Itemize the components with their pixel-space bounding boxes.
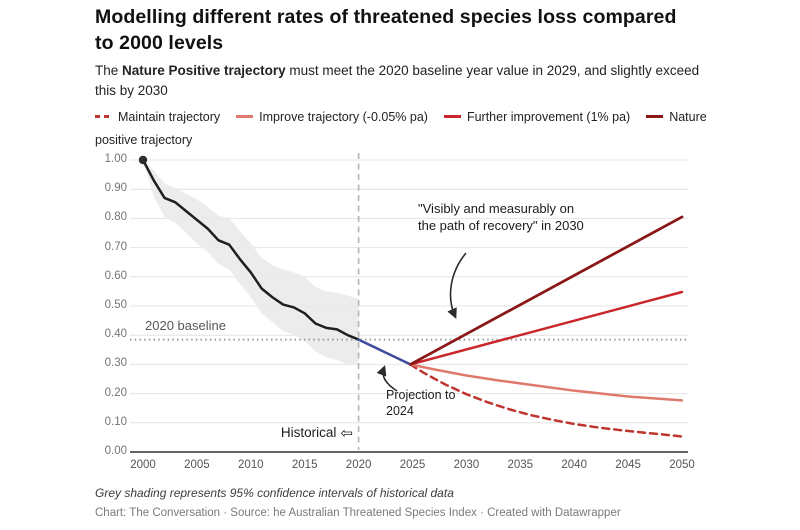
x-tick-label: 2005 xyxy=(184,459,210,471)
series-improve-trajectory-0-05-pa- xyxy=(409,363,684,402)
y-tick-label: 0.30 xyxy=(104,357,127,370)
legend-swatch-icon xyxy=(236,115,254,119)
x-tick-label: 2030 xyxy=(453,459,480,471)
y-tick-label: 0.00 xyxy=(104,445,127,457)
gridlines xyxy=(130,159,688,424)
historical-annotation: Historical ⇦ xyxy=(240,423,353,442)
legend-swatch-icon xyxy=(646,115,664,119)
subtitle-bold: Nature Positive trajectory xyxy=(122,63,286,78)
y-tick-label: 1.00 xyxy=(104,153,127,165)
series-nature-positive-trajectory xyxy=(408,215,684,366)
legend-item-maintain-trajectory: Maintain trajectory xyxy=(95,110,220,124)
confidence-band xyxy=(143,160,359,365)
legend-item-further-improvement-1-pa-: Further improvement (1% pa) xyxy=(443,110,631,124)
x-tick-label: 2045 xyxy=(615,459,641,471)
y-tick-label: 0.80 xyxy=(104,211,127,224)
legend-label: Improve trajectory (-0.05% pa) xyxy=(259,110,428,124)
chart-title: Modelling different rates of threatened … xyxy=(95,6,677,54)
recovery-quote-annotation: "Visibly and measurably on the path of r… xyxy=(418,201,584,233)
y-tick-label: 0.10 xyxy=(104,415,127,428)
legend-label: Further improvement (1% pa) xyxy=(466,110,631,124)
x-tick-label: 2015 xyxy=(291,459,318,471)
legend-label: Nature positive trajectory xyxy=(95,110,707,148)
legend: Maintain trajectory Improve trajectory (-… xyxy=(95,106,723,152)
baseline-annotation: 2020 baseline xyxy=(145,318,226,333)
chart-subtitle: The Nature Positive trajectory must meet… xyxy=(95,61,707,100)
subtitle-prefix: The xyxy=(95,63,123,78)
projection-arrow xyxy=(376,365,398,392)
legend-swatch-icon xyxy=(443,115,461,119)
credits-line: Chart: The Conversation · Source: he Aus… xyxy=(95,507,621,519)
legend-label: Maintain trajectory xyxy=(118,110,221,124)
series-historical xyxy=(141,158,360,341)
x-tick-label: 2035 xyxy=(507,459,534,471)
x-tick-label: 2040 xyxy=(561,459,587,471)
x-tick-label: 2010 xyxy=(238,459,264,471)
series-further-improvement-1-pa- xyxy=(409,290,684,366)
x-tick-label: 2050 xyxy=(669,459,695,471)
y-tick-label: 0.20 xyxy=(104,386,127,399)
series-maintain-trajectory xyxy=(409,363,684,438)
legend-item-nature-positive-trajectory: Nature positive trajectory xyxy=(95,110,707,147)
subtitle-rest: must meet the 2020 baseline year value i… xyxy=(95,63,700,98)
legend-swatch-icon xyxy=(95,115,112,119)
x-tick-label: 2020 xyxy=(345,459,372,471)
series-start-dot xyxy=(138,155,148,165)
y-tick-label: 0.50 xyxy=(104,299,127,311)
y-tick-label: 0.60 xyxy=(104,269,127,282)
confidence-note: Grey shading represents 95% confidence i… xyxy=(95,486,454,500)
series-projection-to-2024 xyxy=(357,338,412,366)
left-arrow-icon: ⇦ xyxy=(340,425,353,442)
projection-annotation: Projection to 2024 xyxy=(386,388,456,419)
y-tick-label: 0.40 xyxy=(104,328,127,341)
historical-annotation-text: Historical xyxy=(280,425,337,440)
quote-arrow xyxy=(447,252,467,319)
legend-item-improve-trajectory-0-05-pa-: Improve trajectory (-0.05% pa) xyxy=(236,110,428,124)
x-tick-label: 2025 xyxy=(399,459,426,471)
x-tick-label: 2000 xyxy=(130,459,156,471)
y-tick-label: 0.70 xyxy=(104,240,127,253)
y-tick-label: 0.90 xyxy=(104,182,127,195)
